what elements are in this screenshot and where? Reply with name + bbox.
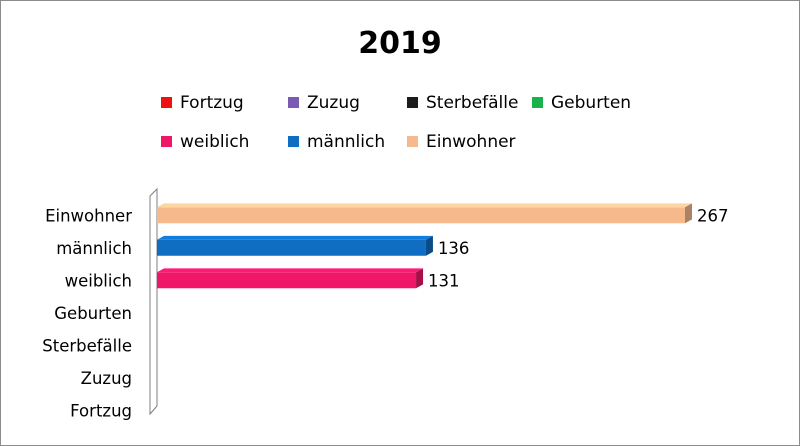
category-label-sterbefaelle: Sterbefälle [42,336,132,355]
legend-swatch [288,97,299,108]
legend-label: Geburten [551,93,631,113]
bar-front-face [157,239,426,256]
bar-front-face [157,207,685,224]
legend-item-maennlich: männlich [288,132,385,152]
bar-top-face [157,268,424,273]
chart-legend: Fortzug Zuzug Sterbefälle Geburten weiblich m… [161,93,631,152]
legend-item-zuzug: Zuzug [288,93,360,113]
bar-end-face [416,268,424,289]
bar-weiblich [157,268,424,289]
legend-swatch [161,136,172,147]
category-axis-wall [149,187,158,416]
category-label-zuzug: Zuzug [81,369,132,388]
legend-label: Einwohner [426,132,516,152]
bar-einwohner [157,203,692,224]
category-label-fortzug: Fortzug [70,401,132,420]
legend-label: männlich [307,132,385,152]
bar-top-face [157,203,692,208]
plot-area: Einwohner 267 männlich 136 weiblich 131 Geburt… [42,187,729,420]
legend-item-weiblich: weiblich [161,132,249,152]
bar-end-face [685,203,692,224]
bar-maennlich [157,235,433,256]
data-label-maennlich: 136 [438,239,470,258]
legend-label: weiblich [180,132,249,152]
legend-swatch [407,136,418,147]
bar-front-face [157,272,417,289]
chart-title: 2019 [358,26,442,61]
legend-label: Zuzug [307,93,360,113]
category-label-maennlich: männlich [56,239,132,258]
legend-swatch [407,97,418,108]
bar-top-face [157,235,433,240]
data-label-weiblich: 131 [428,271,460,290]
category-label-weiblich: weiblich [65,271,132,290]
legend-swatch [532,97,543,108]
legend-item-fortzug: Fortzug [161,93,244,113]
category-label-geburten: Geburten [54,304,132,323]
legend-label: Fortzug [180,93,244,113]
data-label-einwohner: 267 [697,206,729,225]
legend-label: Sterbefälle [426,93,518,113]
bar-end-face [425,235,433,256]
category-label-einwohner: Einwohner [45,206,132,225]
legend-swatch [161,97,172,108]
legend-item-sterbefaelle: Sterbefälle [407,93,518,113]
legend-swatch [288,136,299,147]
legend-item-geburten: Geburten [532,93,631,113]
legend-item-einwohner: Einwohner [407,132,516,152]
